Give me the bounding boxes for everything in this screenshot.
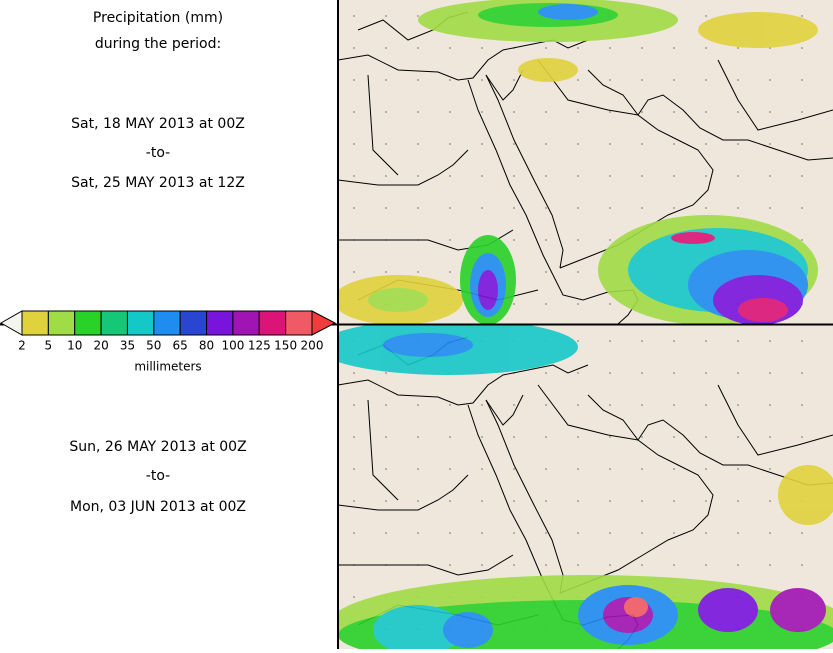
colorbar-segment (74, 310, 102, 336)
colorbar-under (0, 310, 23, 336)
colorbar-tick-label: 50 (146, 339, 161, 353)
colorbar-over (311, 310, 337, 336)
colorbar-segment (47, 310, 76, 336)
colorbar-segment (21, 310, 49, 336)
period-start: Sat, 18 MAY 2013 at 00Z (71, 116, 245, 132)
period-start: Sun, 26 MAY 2013 at 00Z (69, 439, 246, 455)
colorbar-tick-label: 35 (120, 339, 135, 353)
colorbar-tick-label: 80 (199, 339, 214, 353)
colorbar-segment (179, 310, 208, 336)
map-top (338, 0, 833, 324)
colorbar-segment (206, 310, 234, 336)
colorbar-tick-label: 150 (274, 339, 297, 353)
colorbar-tick-label: 5 (45, 339, 53, 353)
period-end: Mon, 03 JUN 2013 at 00Z (70, 499, 246, 515)
title: during the period: (95, 36, 221, 52)
colorbar-segment (153, 310, 181, 336)
colorbar-tick-label: 65 (173, 339, 188, 353)
period-separator: -to- (146, 468, 170, 484)
colorbar-segment (100, 310, 128, 336)
colorbar-tick-label: 20 (93, 339, 108, 353)
colorbar-segment (232, 310, 260, 336)
colorbar-unit: millimeters (134, 360, 201, 374)
colorbar-segment (285, 310, 313, 336)
colorbar: 2 5 10 20 35 50 65 80 100 125 150 200 (0, 310, 337, 353)
colorbar-tick-label: 2 (18, 339, 26, 353)
colorbar-tick-label: 125 (248, 339, 271, 353)
colorbar-segment (126, 310, 155, 336)
period-end: Sat, 25 MAY 2013 at 12Z (71, 175, 245, 191)
map-bottom (338, 325, 833, 650)
colorbar-tick-label: 10 (67, 339, 82, 353)
colorbar-tick-label: 200 (301, 339, 324, 353)
title: Precipitation (mm) (93, 10, 223, 26)
colorbar-tick-label: 100 (221, 339, 244, 353)
colorbar-segment (258, 310, 287, 336)
period-separator: -to- (146, 145, 170, 161)
